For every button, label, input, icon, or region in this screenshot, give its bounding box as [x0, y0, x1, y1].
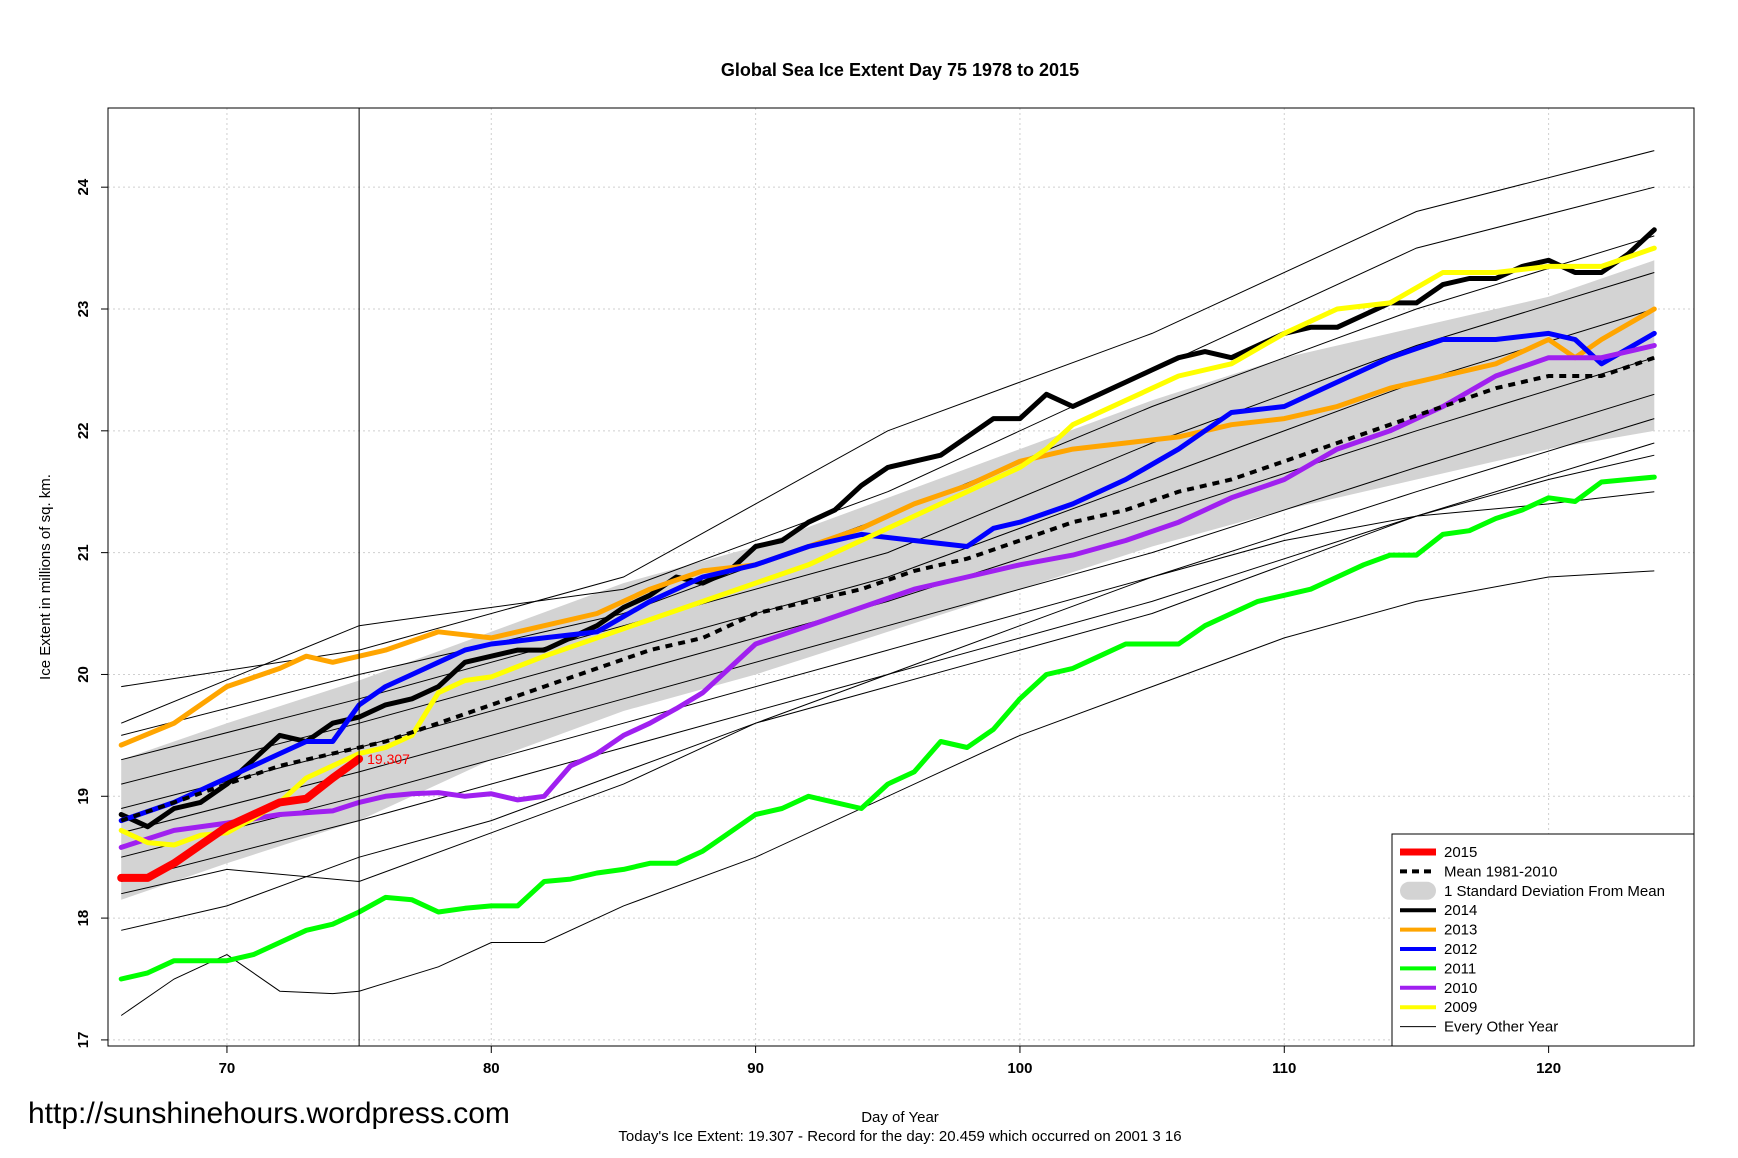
y-axis-label: Ice Extent in millions of sq. km.	[37, 474, 54, 680]
y-axis: 17 18 19 20 21 22 23 24	[75, 178, 108, 1048]
legend-label-1: 2015	[1444, 844, 1477, 861]
legend-label-5: 2013	[1444, 922, 1477, 939]
legend-label-3: 1 Standard Deviation From Mean	[1444, 883, 1665, 900]
current-value-label: 19.307	[367, 751, 410, 767]
footer-note: Today's Ice Extent: 19.307 - Record for …	[618, 1128, 1181, 1145]
y-tick-label-24: 24	[75, 178, 92, 195]
legend-label-10: Every Other Year	[1444, 1019, 1558, 1036]
x-tick-label-100: 100	[1007, 1060, 1032, 1077]
legend-label-2: Mean 1981-2010	[1444, 863, 1557, 880]
legend-label-6: 2012	[1444, 941, 1477, 958]
mean-line-layer	[120, 355, 1655, 823]
series-line-2011	[118, 474, 1657, 982]
x-tick-label-80: 80	[483, 1060, 500, 1077]
plot-frame	[107, 107, 1695, 1047]
legend-label-7: 2011	[1444, 960, 1476, 977]
y-tick-label-20: 20	[75, 666, 92, 683]
series-line-2010	[118, 343, 1657, 850]
watermark-url[interactable]: http://sunshinehours.wordpress.com	[28, 1097, 510, 1130]
chart-title: Global Sea Ice Extent Day 75 1978 to 201…	[721, 60, 1079, 80]
x-axis-label: Day of Year	[861, 1109, 939, 1126]
y-tick-label-22: 22	[75, 422, 92, 439]
legend-key-1-standard-deviation-from-mean	[1400, 881, 1436, 900]
x-tick-label-110: 110	[1272, 1060, 1296, 1077]
y-tick-label-18: 18	[75, 910, 92, 927]
x-tick-label-90: 90	[747, 1060, 764, 1077]
x-tick-label-70: 70	[219, 1060, 236, 1077]
y-tick-label-21: 21	[75, 544, 92, 561]
x-axis: 70 80 90 100 110 120	[219, 1046, 1561, 1077]
mean-line	[120, 355, 1655, 823]
legend: 2015 Mean 1981-2010 1 Standard Deviation F…	[1391, 833, 1695, 1047]
series-line-2014	[118, 227, 1657, 830]
y-tick-label-17: 17	[75, 1032, 92, 1049]
series-line-2015	[117, 754, 364, 882]
y-tick-label-19: 19	[75, 788, 92, 805]
y-tick-label-23: 23	[75, 301, 92, 318]
legend-label-4: 2014	[1444, 902, 1477, 919]
series-line-2013	[118, 306, 1657, 748]
x-tick-label-120: 120	[1536, 1060, 1561, 1077]
legend-label-9: 2009	[1444, 999, 1477, 1016]
other-year-line-12	[120, 570, 1655, 1016]
legend-label-8: 2010	[1444, 980, 1477, 997]
legend-box	[1391, 833, 1695, 1047]
